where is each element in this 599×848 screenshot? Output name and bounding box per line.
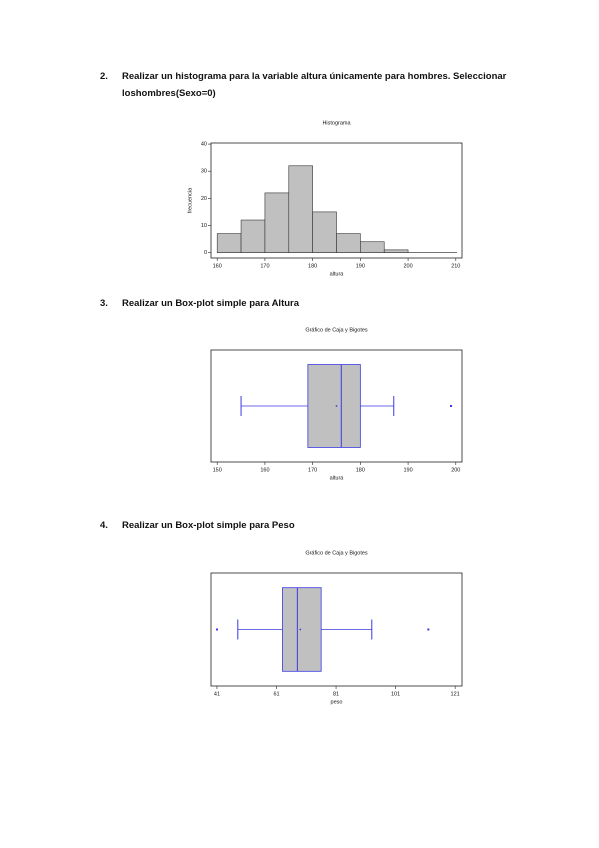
x-axis-label: altura: [330, 475, 345, 481]
y-axis-label: frecuencia: [187, 187, 193, 213]
bar: [288, 165, 313, 253]
y-tick-label: 10: [201, 223, 207, 229]
x-tick-label: 180: [356, 467, 365, 473]
bar: [383, 249, 409, 253]
plot-frame: [210, 572, 463, 687]
y-tick-label: 0: [204, 250, 207, 256]
x-tick-label: 200: [451, 467, 460, 473]
chart-title: Gráfico de Caja y Bigotes: [305, 327, 368, 333]
box: [282, 587, 322, 672]
x-tick-label: 160: [260, 467, 269, 473]
bar: [264, 192, 290, 253]
item-number: 3.: [100, 298, 108, 309]
x-tick-label: 61: [273, 691, 279, 697]
y-tick-label: 40: [201, 142, 207, 148]
y-tick-label: 20: [201, 196, 207, 202]
item-text: Realizar un Box-plot simple para Altura: [122, 298, 300, 309]
item-text: Realizar un Box-plot simple para Peso: [122, 520, 295, 531]
mean: [335, 405, 338, 407]
mean: [299, 628, 302, 631]
x-tick-label: 41: [214, 691, 220, 697]
x-tick-label: 190: [403, 467, 412, 473]
outlier: [215, 628, 218, 631]
chart-title: Histograma: [322, 120, 351, 126]
bar: [336, 233, 361, 253]
x-tick-label: 101: [391, 691, 400, 697]
outlier: [450, 405, 453, 407]
item-number: 4.: [100, 520, 108, 531]
box: [307, 364, 361, 448]
x-tick-label: 160: [213, 263, 222, 269]
bar: [312, 211, 337, 253]
x-axis-label: peso: [331, 699, 343, 705]
y-tick-label: 30: [201, 169, 207, 175]
x-tick-label: 210: [451, 263, 460, 269]
plot-frame: [210, 349, 463, 463]
bar: [240, 219, 266, 253]
x-tick-label: 81: [333, 691, 339, 697]
x-tick-label: 150: [213, 467, 222, 473]
x-tick-label: 170: [260, 263, 269, 269]
chart-title: Gráfico de Caja y Bigotes: [305, 550, 368, 556]
x-tick-label: 190: [356, 263, 365, 269]
x-axis-label: altura: [330, 271, 345, 277]
x-tick-label: 121: [451, 691, 460, 697]
x-tick-label: 200: [403, 263, 412, 269]
bar: [216, 233, 242, 253]
x-tick-label: 180: [308, 263, 317, 269]
outlier: [427, 628, 430, 631]
item-number: 2.: [100, 71, 108, 82]
x-tick-label: 170: [308, 467, 317, 473]
item-text: Realizar un histograma para la variable …: [122, 71, 507, 99]
plot-frame: [210, 142, 463, 259]
bar: [360, 241, 385, 253]
